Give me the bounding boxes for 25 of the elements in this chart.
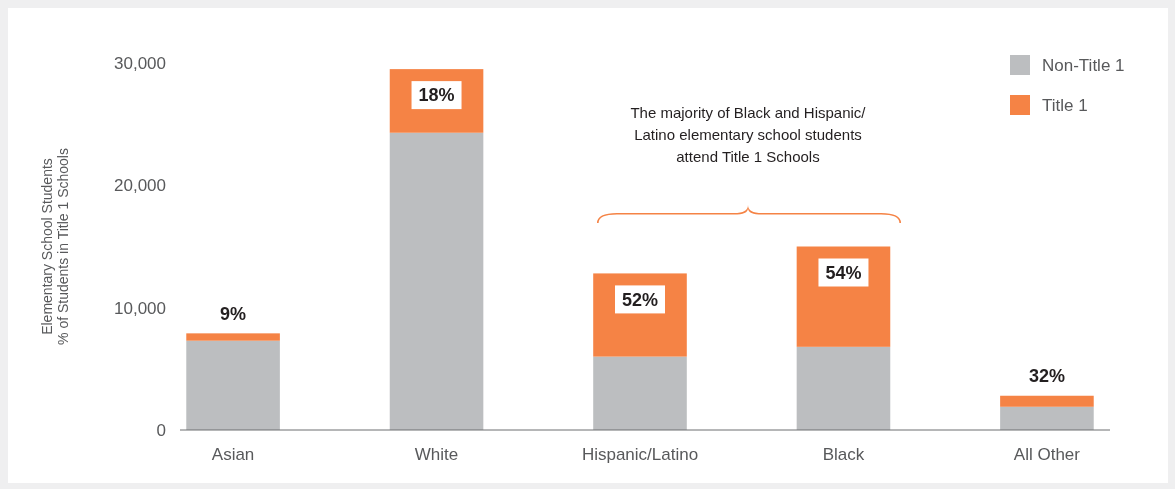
y-tick-label: 0 — [156, 420, 166, 440]
x-tick-label: Asian — [211, 445, 255, 464]
bar — [186, 340, 280, 430]
annotation: 54% — [825, 262, 862, 283]
legend-label: Non-Title 1 — [1042, 55, 1125, 75]
x-tick-label: Black — [822, 445, 865, 464]
y-tick-label: 10,000 — [114, 298, 166, 318]
x-tick-label: White — [414, 445, 459, 464]
annotation: The majority of Black and Hispanic/ Latino elementary school students attend Title 1 Schools — [630, 104, 867, 165]
bar — [1000, 406, 1094, 430]
legend-label: Title 1 — [1042, 95, 1088, 115]
annotation: 18% — [418, 85, 455, 106]
bar — [186, 333, 280, 341]
annotation: 52% — [621, 289, 659, 310]
x-tick-label: Hispanic/Latino — [581, 445, 699, 464]
bar — [796, 346, 891, 430]
y-tick-label: 20,000 — [114, 176, 166, 196]
bar — [389, 132, 484, 430]
x-tick-label: All Other — [1013, 445, 1081, 464]
annotation: 32% — [1028, 366, 1065, 387]
y-axis-title: Elementary School Students % of Students in Title 1 Schools — [38, 148, 72, 345]
bar — [593, 356, 687, 430]
bar — [1000, 395, 1094, 407]
annotation: 9% — [220, 303, 247, 324]
y-tick-label: 30,000 — [114, 53, 166, 73]
